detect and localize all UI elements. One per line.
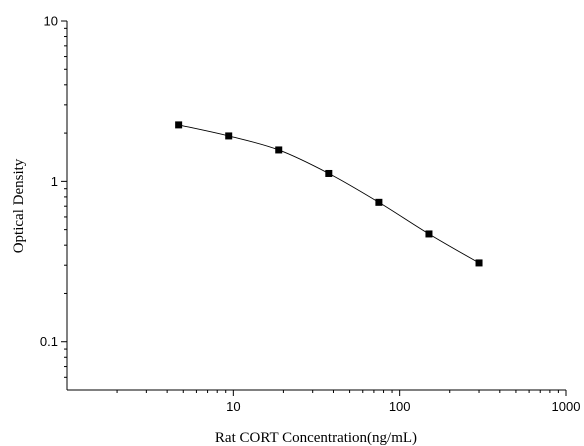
data-point-marker (175, 121, 183, 129)
series (175, 121, 483, 267)
y-tick-label: 1 (51, 174, 58, 189)
series-line (178, 124, 480, 264)
y-ticks: 0.1 1 10 (40, 14, 67, 378)
y-axis-title: Optical Density (11, 158, 27, 253)
x-tick-label: 1000 (552, 399, 581, 414)
axes (66, 21, 566, 391)
x-tick-label: 10 (226, 399, 240, 414)
data-point-marker (425, 230, 433, 238)
y-tick-label: 10 (44, 14, 58, 29)
data-point-marker (275, 146, 283, 154)
data-point-marker (475, 259, 483, 267)
y-tick-label: 0.1 (40, 334, 58, 349)
x-axis-title: Rat CORT Concentration(ng/mL) (215, 430, 417, 446)
data-point-marker (325, 169, 333, 177)
data-point-marker (225, 132, 233, 140)
data-point-marker (375, 198, 383, 206)
x-tick-label: 100 (389, 399, 411, 414)
x-ticks: 10 100 1000 (116, 390, 581, 414)
